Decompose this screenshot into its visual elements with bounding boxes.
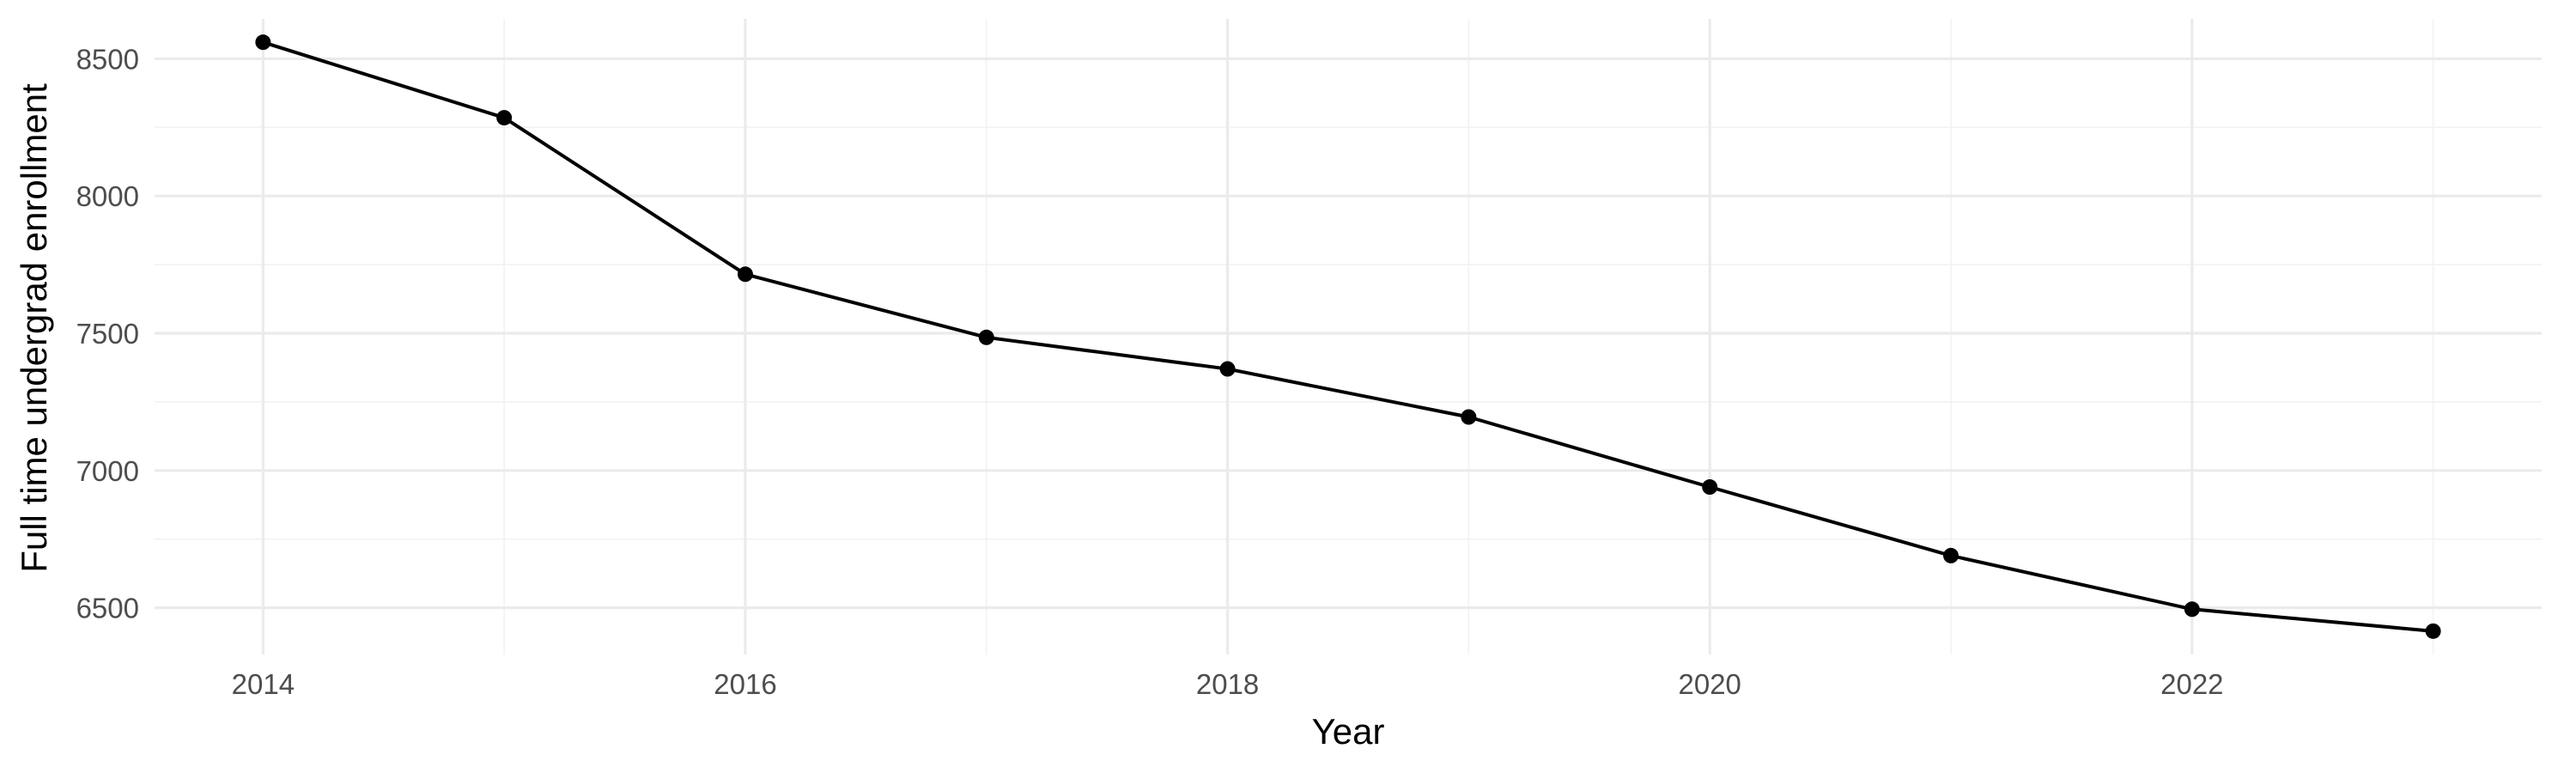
x-tick-label: 2018 xyxy=(1196,668,1259,700)
series-layer xyxy=(255,34,2441,639)
data-point xyxy=(1702,479,1718,496)
y-tick-label: 7000 xyxy=(76,455,139,487)
y-tick-label: 8500 xyxy=(76,43,139,75)
x-tick-label: 2020 xyxy=(1679,668,1741,700)
x-axis-title: Year xyxy=(1312,711,1385,752)
y-axis-title: Full time undergrad enrollment xyxy=(14,83,54,573)
data-point xyxy=(737,266,753,283)
data-points xyxy=(255,34,2441,639)
data-point xyxy=(978,329,994,345)
y-tick-label: 8000 xyxy=(76,180,139,212)
data-point xyxy=(255,34,271,51)
y-axis-tick-labels: 6500 7000 7500 8000 8500 xyxy=(76,43,139,624)
y-tick-label: 7500 xyxy=(76,318,139,350)
data-point xyxy=(1461,409,1477,425)
data-point xyxy=(1219,361,1236,377)
x-axis-tick-labels: 2014 2016 2018 2020 2022 xyxy=(232,668,2224,700)
data-point xyxy=(1943,547,1959,563)
minor-gridlines xyxy=(155,19,2542,654)
data-point xyxy=(496,110,513,126)
data-point xyxy=(2425,623,2441,639)
x-tick-label: 2014 xyxy=(232,668,295,700)
x-tick-label: 2022 xyxy=(2160,668,2223,700)
x-tick-label: 2016 xyxy=(714,668,776,700)
y-tick-label: 6500 xyxy=(76,593,139,624)
data-point xyxy=(2184,601,2200,618)
series-line xyxy=(261,40,2435,633)
major-gridlines xyxy=(155,19,2542,654)
